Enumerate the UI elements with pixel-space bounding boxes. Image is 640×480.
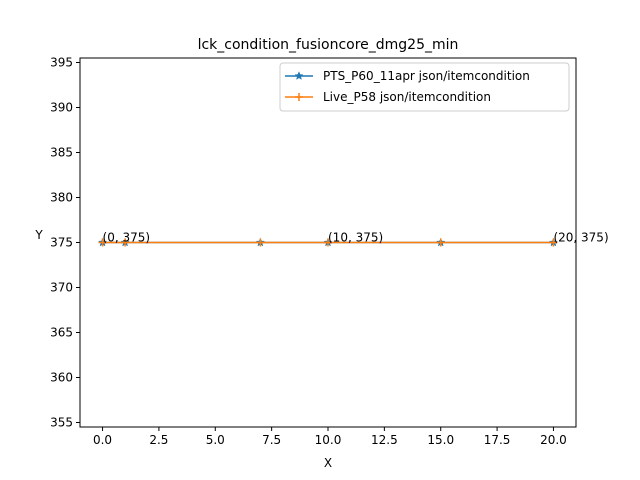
y-axis-ticks: 355 360 365 370 375 380 385 390 395: [50, 56, 80, 430]
x-tick-label: 10.0: [315, 433, 342, 447]
legend-entry: PTS_P60_11apr json/itemcondition: [285, 69, 530, 83]
y-tick-label: 375: [50, 236, 73, 250]
legend-label: PTS_P60_11apr json/itemcondition: [323, 69, 530, 83]
x-tick-label: 12.5: [371, 433, 398, 447]
x-tick-label: 15.0: [427, 433, 454, 447]
series-layer: [97, 237, 559, 247]
y-tick-label: 385: [50, 146, 73, 160]
data-point: [98, 238, 107, 247]
chart-title: lck_condition_fusioncore_dmg25_min: [198, 37, 459, 53]
x-tick-label: 7.5: [262, 433, 281, 447]
data-point: [324, 238, 332, 247]
legend-entry: Live_P58 json/itemcondition: [285, 90, 491, 104]
x-axis-label: X: [324, 456, 332, 470]
y-tick-label: 355: [50, 416, 73, 430]
legend-marker: [295, 93, 303, 101]
y-tick-label: 360: [50, 371, 73, 385]
legend-label: Live_P58 json/itemcondition: [323, 90, 491, 104]
legend: PTS_P60_11apr json/itemcondition Live_P58…: [279, 62, 570, 112]
y-tick-label: 365: [50, 326, 73, 340]
plot-frame: [79, 57, 577, 428]
data-point: [436, 238, 445, 247]
data-point: [549, 238, 558, 247]
y-axis-label: Y: [34, 228, 43, 242]
point-annotation: (10, 375): [328, 231, 383, 245]
y-tick-label: 380: [50, 191, 73, 205]
y-tick-label: 395: [50, 56, 73, 70]
x-tick-label: 5.0: [206, 433, 225, 447]
legend-marker: [294, 71, 304, 80]
x-axis-ticks: 0.0 2.5 5.0 7.5 10.0 12.5 15.0 17.5 20.0: [93, 427, 567, 447]
series-2: [98, 238, 558, 247]
x-tick-label: 17.5: [484, 433, 511, 447]
x-tick-label: 20.0: [540, 433, 567, 447]
data-point: [121, 238, 130, 247]
point-annotation: (20, 375): [553, 231, 608, 245]
x-tick-label: 0.0: [93, 433, 112, 447]
data-point: [256, 238, 265, 247]
legend-box: [279, 62, 570, 112]
annotation-layer: (0, 375) (10, 375) (20, 375): [103, 231, 609, 245]
y-tick-label: 390: [50, 101, 73, 115]
point-annotation: (0, 375): [103, 231, 151, 245]
y-tick-label: 370: [50, 281, 73, 295]
x-tick-label: 2.5: [149, 433, 168, 447]
